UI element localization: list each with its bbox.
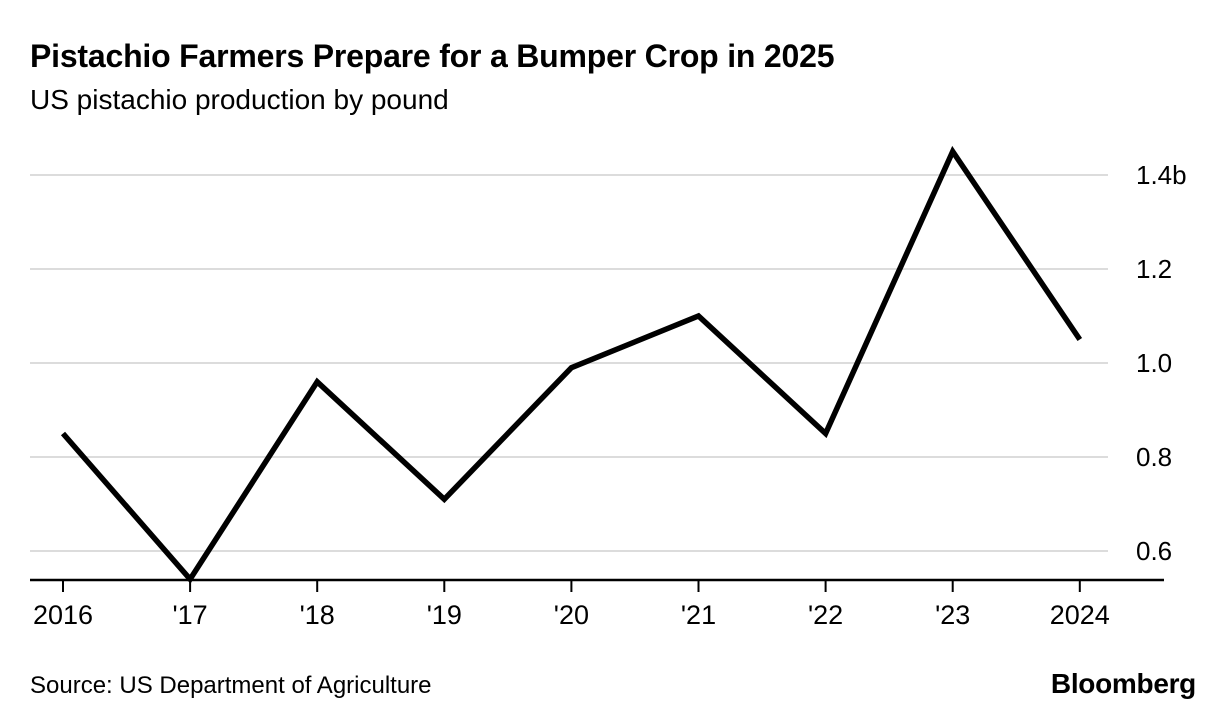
x-tick-label: '22 bbox=[808, 600, 843, 630]
chart-subtitle: US pistachio production by pound bbox=[30, 84, 449, 115]
y-tick-label: 1.4b bbox=[1136, 160, 1187, 190]
x-tick-label: '18 bbox=[300, 600, 335, 630]
x-tick-label: '19 bbox=[427, 600, 462, 630]
data-line-series bbox=[60, 145, 1083, 584]
source-note: Source: US Department of Agriculture bbox=[30, 672, 432, 699]
bloomberg-logo: Bloomberg bbox=[1050, 668, 1196, 699]
y-tick-label: 0.6 bbox=[1136, 536, 1172, 566]
y-tick-label: 0.8 bbox=[1136, 442, 1172, 472]
chart-title: Pistachio Farmers Prepare for a Bumper C… bbox=[30, 38, 835, 74]
y-tick-label: 1.2 bbox=[1136, 254, 1172, 284]
x-tick-label: '20 bbox=[554, 600, 589, 630]
x-tick-label: 2016 bbox=[33, 600, 93, 630]
x-tick-label: '23 bbox=[935, 600, 970, 630]
x-tick-label: '21 bbox=[681, 600, 716, 630]
y-tick-label: 1.0 bbox=[1136, 348, 1172, 378]
x-tick-label: 2024 bbox=[1050, 600, 1110, 630]
x-tick-label: '17 bbox=[173, 600, 208, 630]
